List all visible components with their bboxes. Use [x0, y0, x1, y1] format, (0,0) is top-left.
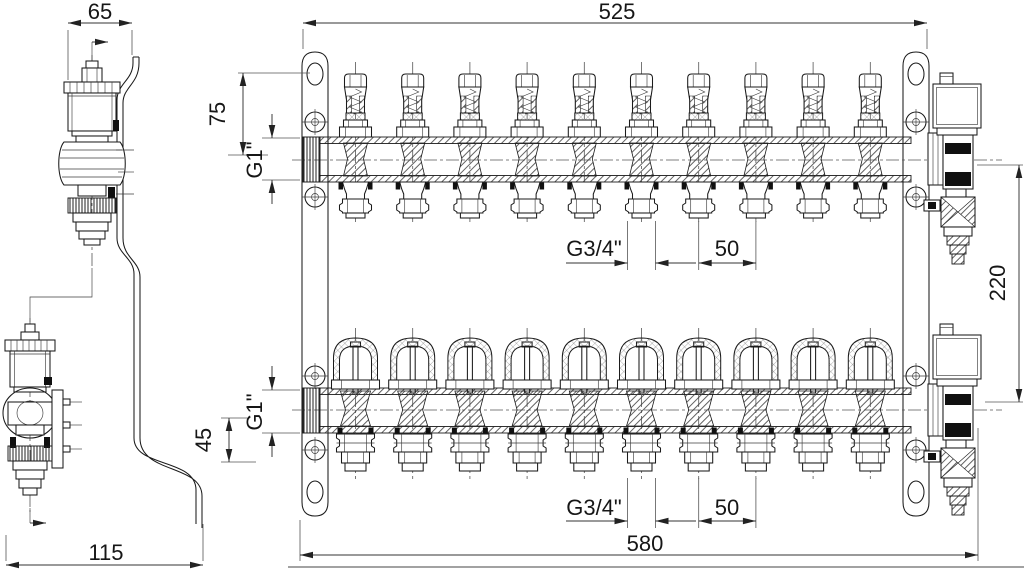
- valve-flange-side: [63, 81, 121, 94]
- supply-thread-end: [302, 136, 321, 183]
- dimension-annotations: 525 75 G1" G3/4" 50: [191, 0, 1023, 561]
- manifold-dome-valve: [616, 327, 667, 483]
- end-fitting-bottom: [923, 323, 982, 516]
- manifold-dome-valve: [388, 327, 438, 483]
- knurled-ring-side-2: [7, 445, 53, 462]
- manifold-dome-valve: [788, 327, 838, 483]
- dim-label-supply-thread: G1": [242, 141, 267, 178]
- knurled-ring-side: [67, 197, 117, 214]
- valve-cap-side: [81, 67, 103, 83]
- manifold-dome-valve: [330, 327, 381, 483]
- manifold-dome-valve: [731, 327, 781, 483]
- dim-label-outlet-pitch-bottom: 50: [715, 495, 739, 520]
- bracket-strip-side: [116, 56, 203, 528]
- dim-label-outlet-pitch-top: 50: [715, 236, 739, 261]
- valve-top-stub: [85, 60, 99, 69]
- manifold-dome-valve: [674, 327, 724, 483]
- projection-leader: [29, 268, 93, 322]
- dim-label-side-depth: 115: [88, 540, 123, 565]
- dim-label-return-thread: G1": [242, 393, 267, 430]
- eurocone-steps-2: [12, 460, 48, 496]
- dome-cap-flange-side: [4, 339, 56, 352]
- dim-label-outlet-thread-bottom: G3/4": [566, 495, 622, 520]
- manifold-dome-valve: [445, 327, 495, 483]
- dim-label-axis-spacing: 220: [985, 265, 1010, 302]
- mounting-plate-side: [51, 389, 64, 469]
- front-view: 525 75 G1" G3/4" 50: [191, 0, 1024, 568]
- dim-label-top-offset: 75: [205, 102, 230, 126]
- right-bracket: [902, 51, 930, 517]
- union-barrel-side: [58, 141, 126, 186]
- valve-row-bottom: [330, 327, 895, 483]
- manifold-dome-valve: [845, 327, 895, 483]
- valve-body-side: [67, 92, 117, 132]
- dim-label-pitch-width: 525: [599, 0, 636, 24]
- manifold-dome-valve: [559, 327, 609, 483]
- dim-label-overall-width: 580: [627, 531, 664, 556]
- dim-label-bottom-offset: 45: [191, 428, 216, 452]
- return-thread-end: [302, 387, 321, 434]
- side-view-bottom: 115: [2, 318, 204, 569]
- end-fitting-top: [923, 72, 982, 265]
- manifold-dome-valve: [502, 327, 552, 483]
- dim-label-outlet-thread-top: G3/4": [566, 236, 622, 261]
- dim-label-side-width: 65: [88, 0, 112, 24]
- side-view-top: 65: [29, 0, 203, 528]
- eurocone-steps: [72, 212, 112, 246]
- left-bracket: [301, 51, 329, 517]
